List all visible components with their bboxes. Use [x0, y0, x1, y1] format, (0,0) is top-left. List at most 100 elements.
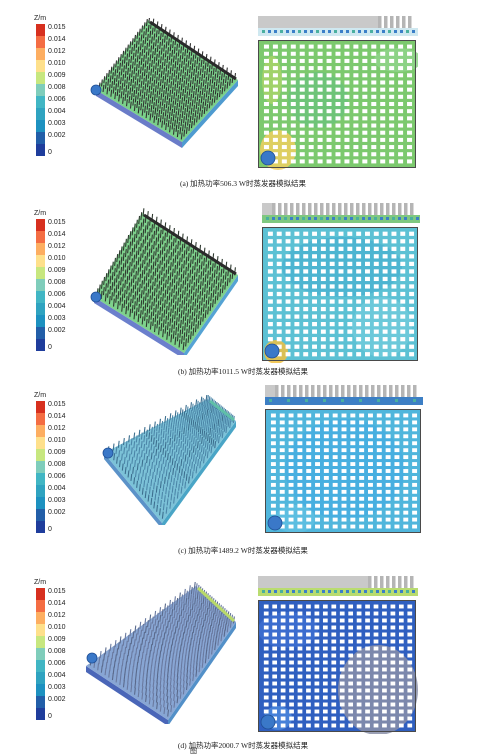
- fin: [180, 83, 183, 91]
- fin: [167, 70, 170, 78]
- fin-hole-grid: [270, 413, 418, 529]
- fin-hole: [359, 448, 365, 453]
- comb-tooth: [368, 576, 372, 588]
- fin: [229, 420, 232, 429]
- fin: [159, 607, 162, 615]
- fin-hole: [303, 314, 309, 319]
- fin-hole: [289, 625, 294, 630]
- fin-hole: [270, 413, 276, 418]
- fin: [218, 411, 221, 420]
- fin-hole: [326, 66, 332, 71]
- comb-tooth: [329, 385, 333, 397]
- fin: [140, 57, 143, 65]
- fin: [107, 78, 110, 86]
- fin: [169, 308, 172, 317]
- fin: [170, 630, 173, 638]
- fin-hole: [303, 337, 309, 342]
- fin: [145, 318, 148, 328]
- fin: [164, 73, 167, 81]
- fin: [135, 444, 138, 452]
- fin-hole: [356, 604, 362, 609]
- fin-hole: [391, 261, 397, 266]
- fin: [171, 49, 174, 57]
- fin: [165, 469, 168, 477]
- manifold-speckle: [334, 590, 337, 593]
- fin: [209, 639, 212, 647]
- fin: [229, 274, 232, 283]
- fin: [191, 411, 194, 419]
- fin: [133, 233, 136, 242]
- fin-hole: [299, 94, 305, 99]
- fin-hole: [322, 660, 328, 665]
- fin: [147, 662, 149, 670]
- fin-hole: [368, 441, 373, 446]
- fin-hole: [380, 73, 386, 78]
- fin: [145, 429, 148, 437]
- fin: [136, 453, 139, 461]
- fin-hole: [280, 618, 286, 623]
- fin-hole: [290, 137, 296, 142]
- fin: [186, 590, 188, 598]
- fin-hole: [272, 611, 278, 616]
- fin: [182, 88, 185, 96]
- caption-d: (d) 加热功率2000.7 W时蒸发器模拟结果: [177, 741, 309, 750]
- fin: [133, 43, 136, 51]
- fin-hole: [362, 94, 368, 99]
- fin: [219, 626, 222, 634]
- fin: [215, 636, 217, 644]
- fin-hole: [394, 524, 400, 529]
- fin: [198, 637, 201, 645]
- fin: [179, 407, 182, 415]
- fin-hole: [380, 137, 386, 142]
- fin: [155, 247, 158, 256]
- fin-hole: [288, 475, 294, 480]
- fin-hole: [359, 489, 365, 494]
- fin: [159, 65, 161, 73]
- fin: [119, 77, 122, 85]
- fin: [210, 611, 213, 619]
- fin-hole: [398, 646, 404, 651]
- fin-hole: [373, 625, 379, 630]
- comb-tooth: [362, 203, 366, 215]
- fin: [186, 642, 189, 650]
- fin: [156, 612, 159, 620]
- fin: [188, 315, 191, 324]
- fin: [162, 447, 165, 455]
- fin: [208, 418, 211, 426]
- fin: [180, 69, 182, 77]
- fin: [135, 260, 138, 270]
- fin: [144, 639, 147, 647]
- fin-hole: [299, 66, 305, 71]
- fin-hole: [356, 653, 362, 658]
- fin-hole: [285, 261, 291, 266]
- fin-hole: [362, 159, 368, 164]
- fin: [137, 257, 140, 266]
- fin: [182, 316, 185, 325]
- fin: [155, 53, 158, 61]
- fin-hole: [373, 674, 379, 679]
- fin: [128, 444, 131, 452]
- fin: [138, 438, 141, 446]
- fin: [145, 446, 148, 454]
- fin: [151, 291, 154, 300]
- fin: [121, 82, 124, 90]
- fin: [206, 68, 209, 76]
- fin-hole: [348, 639, 354, 644]
- fin: [137, 46, 140, 54]
- fin: [217, 84, 220, 92]
- fin-hole: [308, 152, 314, 157]
- legend-color-segment: [36, 708, 45, 720]
- legend-color-segment: [36, 315, 45, 327]
- fin-hole: [335, 101, 341, 107]
- comb-tooth: [344, 203, 348, 215]
- fin-hole: [332, 427, 338, 432]
- fin-hole: [331, 646, 337, 651]
- fin: [165, 64, 168, 72]
- fin-hole: [373, 639, 379, 644]
- fin: [138, 293, 141, 302]
- fin: [181, 468, 183, 476]
- fin: [201, 404, 204, 413]
- legend-tick-label: 0.010: [48, 624, 66, 631]
- fin: [154, 267, 157, 276]
- manifold-speckle: [302, 217, 305, 220]
